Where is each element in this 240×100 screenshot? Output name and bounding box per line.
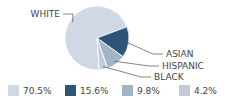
legend-swatch (179, 85, 190, 96)
slice (97, 38, 107, 70)
legend-label: 4.2% (194, 86, 217, 96)
legend: 70.5% 15.6% 9.8% 4.2% (8, 85, 217, 96)
pie (65, 6, 129, 70)
slice-label: WHITE (30, 9, 60, 19)
leader-line (63, 14, 73, 22)
leader-line (126, 42, 163, 54)
legend-swatch (122, 85, 133, 96)
legend-label: 15.6% (80, 86, 109, 96)
slice-labels: WHITE ASIAN HISPANICBLACK (30, 9, 203, 82)
leader-line (103, 66, 151, 77)
leader-line (114, 61, 159, 66)
slice-label: HISPANIC (162, 61, 204, 71)
legend-label: 9.8% (137, 86, 160, 96)
slice-label: BLACK (154, 72, 185, 82)
legend-swatch (65, 85, 76, 96)
legend-label: 70.5% (23, 86, 52, 96)
chart: WHITE ASIAN HISPANICBLACK 70.5% 15.6% 9.8% 4.2… (0, 0, 240, 100)
legend-swatch (8, 85, 19, 96)
slice-label: ASIAN (166, 49, 193, 59)
